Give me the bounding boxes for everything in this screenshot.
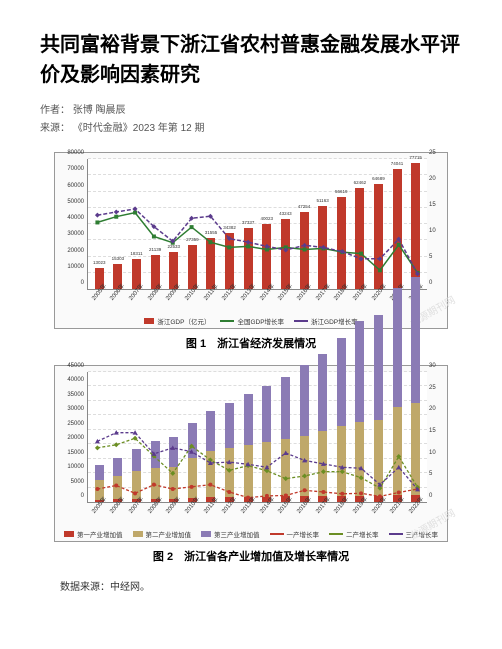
legend-item: 第二产业增加值 [133,529,192,539]
y-left-tick: 10000 [67,464,84,470]
y-right-tick: 5 [429,254,432,260]
y-left-tick: 25000 [67,421,84,427]
chart-1-box: 龙源期刊网 0100002000030000400005000060000700… [54,152,448,329]
bar: 37337 [244,228,253,289]
paper-meta: 作者： 张博 陶晨辰 来源： 《时代金融》2023 年第 12 期 [40,102,462,138]
legend-item: 一产增长率 [270,529,320,539]
bar: 74041 [393,169,402,289]
y-left-tick: 40000 [67,215,84,221]
y-right-tick: 5 [429,471,432,477]
authors: 张博 陶晨辰 [73,105,126,116]
legend-item: 全国GDP增长率 [220,316,284,326]
stacked-bar [355,321,364,502]
y-left-tick: 30000 [67,406,84,412]
bar: 62462 [355,188,364,290]
bar: 43243 [281,219,290,289]
stacked-bar [206,411,215,502]
y-right-tick: 0 [429,493,432,499]
y-left-tick: 35000 [67,392,84,398]
stacked-bar [132,449,141,502]
x-label: 2022年 [406,502,430,524]
stacked-bar [188,423,197,502]
y-right-tick: 20 [429,406,436,412]
stacked-bar [300,365,309,502]
y-right-tick: 20 [429,176,436,182]
stacked-bar [393,288,402,502]
chart-2-box: 龙源期刊网 0500010000150002000025000300003500… [54,365,448,542]
stacked-bar [281,377,290,502]
y-right-tick: 10 [429,228,436,234]
bar: 34382 [225,233,234,289]
data-source: 数据来源：中经网。 [40,578,462,593]
stacked-bar [337,338,346,502]
legend-item: 浙江GDP（亿元） [144,316,210,326]
y-left-tick: 20000 [67,435,84,441]
y-right-tick: 15 [429,428,436,434]
y-right-tick: 0 [429,280,432,286]
chart-2-caption: 图 2 浙江省各产业增加值及增长率情况 [40,548,462,564]
legend-item: 二产增长率 [329,529,379,539]
y-left-tick: 15000 [67,450,84,456]
stacked-bar [225,403,234,502]
y-right-tick: 25 [429,150,436,156]
y-left-tick: 0 [81,493,84,499]
y-left-tick: 20000 [67,248,84,254]
y-left-tick: 10000 [67,264,84,270]
bar: 77715 [411,163,420,289]
y-left-tick: 80000 [67,150,84,156]
bar: 64689 [374,184,383,289]
y-right-tick: 30 [429,363,436,369]
legend-item: 浙江GDP增长率 [294,316,358,326]
stacked-bar [262,386,271,502]
y-left-tick: 70000 [67,166,84,172]
bar: 56619 [337,197,346,289]
y-left-tick: 0 [81,280,84,286]
chart-1-area: 0100002000030000400005000060000700008000… [87,159,427,290]
stacked-bar [318,354,327,502]
legend-item: 三产增长率 [389,529,439,539]
bar: 31555 [206,238,215,289]
y-left-tick: 45000 [67,363,84,369]
bar: 47254 [300,212,309,289]
authors-label: 作者： [40,105,70,116]
legend-item: 第三产业增加值 [201,529,260,539]
y-right-tick: 25 [429,385,436,391]
stacked-bar [151,441,160,502]
source: 《时代金融》2023 年第 12 期 [73,123,205,134]
y-left-tick: 40000 [67,377,84,383]
source-label: 来源： [40,123,70,134]
stacked-bar [244,394,253,502]
y-left-tick: 60000 [67,183,84,189]
chart-2-area: 0500010000150002000025000300003500040000… [87,372,427,503]
legend-item: 第一产业增加值 [64,529,123,539]
y-left-tick: 50000 [67,199,84,205]
bar: 40023 [262,224,271,289]
bar: 51163 [318,206,327,289]
y-right-tick: 10 [429,450,436,456]
stacked-bar [374,315,383,502]
y-left-tick: 30000 [67,231,84,237]
stacked-bar [411,277,420,502]
y-left-tick: 5000 [71,479,84,485]
stacked-bar [169,437,178,502]
y-right-tick: 15 [429,202,436,208]
bar: 27359 [188,245,197,289]
paper-title: 共同富裕背景下浙江省农村普惠金融发展水平评价及影响因素研究 [40,30,462,90]
